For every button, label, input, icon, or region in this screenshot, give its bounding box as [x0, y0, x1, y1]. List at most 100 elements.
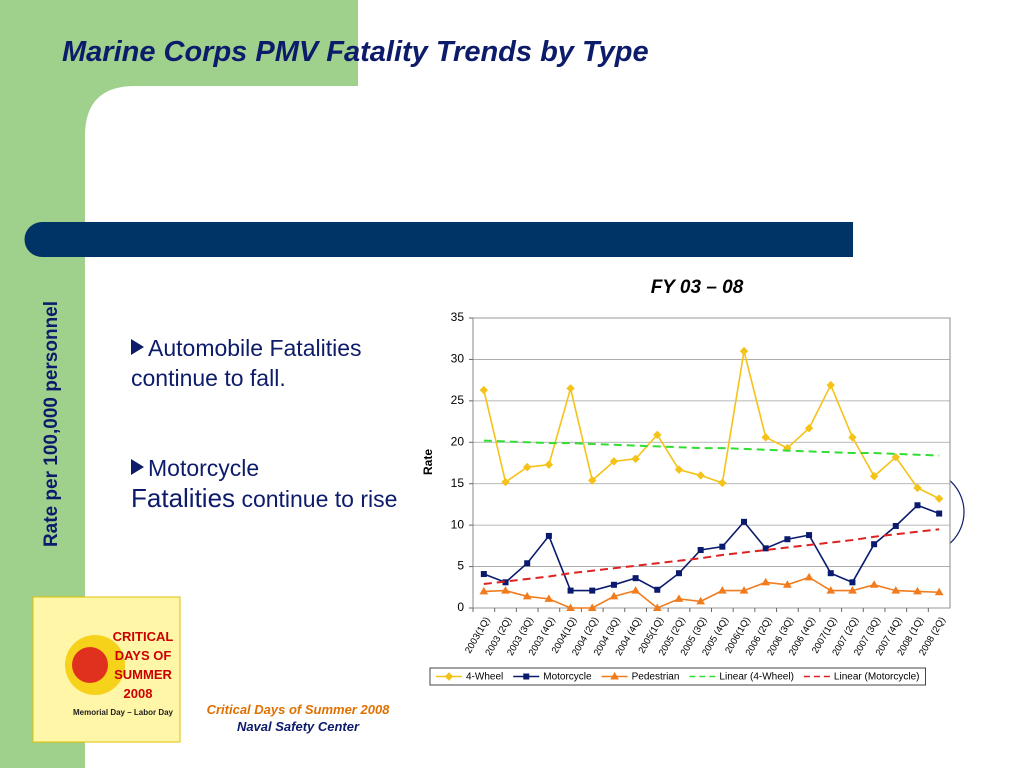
point [848, 433, 857, 442]
legend-marker [444, 672, 454, 681]
point [934, 587, 944, 596]
point [566, 603, 575, 611]
point [741, 518, 748, 525]
point [654, 586, 661, 593]
point [914, 502, 921, 509]
point [826, 586, 836, 594]
point [849, 579, 856, 586]
bullet-arrow [131, 459, 144, 475]
point [913, 483, 922, 493]
point [544, 460, 554, 469]
point [718, 478, 727, 488]
legend-label: Motorcycle [543, 672, 592, 683]
logo-line: SUMMER [114, 667, 172, 682]
bullet-text: continue to rise [241, 486, 398, 512]
point [479, 586, 489, 595]
point [522, 462, 532, 472]
y-tick-label: 30 [451, 352, 465, 366]
logo-text: CRITICAL DAYS OF SUMMER 2008 Memorial Da… [73, 629, 174, 717]
point [479, 385, 489, 395]
logo [32, 596, 181, 743]
legend-box [429, 667, 926, 686]
point [784, 536, 791, 543]
point [719, 543, 726, 550]
point [631, 586, 640, 594]
corner [85, 0, 358, 768]
plot-area [472, 317, 951, 609]
bullet-text: Automobile Fatalities continue to fall. [131, 335, 362, 391]
series-line [483, 576, 940, 609]
y-tick-label: 20 [451, 434, 465, 448]
point [761, 577, 771, 586]
point [675, 570, 682, 577]
point [501, 586, 510, 594]
trend-line [483, 439, 940, 457]
point [589, 587, 596, 594]
point [934, 494, 944, 503]
logo-line: 2008 [124, 686, 153, 701]
point [480, 571, 487, 578]
point [522, 591, 532, 600]
point [827, 570, 834, 577]
point [697, 547, 704, 553]
point [717, 586, 727, 594]
point [936, 510, 943, 517]
legend: 4-Wheel Motorcycle Pedestrian Linear (4-Whe… [429, 667, 926, 686]
point [653, 430, 662, 440]
point [869, 580, 879, 588]
logo-wave [72, 647, 108, 683]
legend-marker [610, 672, 619, 680]
point [631, 454, 640, 464]
logo-line: Memorial Day – Labor Day [73, 708, 174, 717]
series-line [483, 350, 940, 500]
point [848, 586, 857, 594]
legend-label: Pedestrian [632, 672, 680, 683]
legend-label: 4-Wheel [466, 672, 503, 683]
point [696, 471, 705, 480]
slide-title: Marine Corps PMV Fatality Trends by Type [62, 36, 649, 68]
series-line [483, 504, 940, 592]
point [892, 522, 899, 529]
bullet: Automobile Fatalities continue to fall. [131, 333, 401, 393]
point [762, 545, 769, 552]
y-tick-label: 15 [451, 476, 465, 490]
point [501, 477, 510, 487]
point [783, 580, 792, 588]
point [674, 594, 684, 602]
point [804, 572, 814, 581]
point [588, 476, 597, 485]
point [696, 596, 706, 605]
point [869, 472, 879, 481]
point [761, 433, 770, 442]
footer: Critical Days of Summer 2008 [206, 702, 390, 717]
y-tick-label: 0 [457, 600, 464, 614]
point [804, 423, 814, 433]
bullet-text: Fatalities [131, 483, 236, 513]
y-tick-label: 35 [451, 310, 465, 324]
point [891, 452, 901, 462]
y-tick-label: 5 [457, 559, 464, 573]
point [587, 603, 597, 611]
bullet-text: Motorcycle [148, 455, 260, 481]
legend-marker [523, 673, 530, 680]
legend-label: Linear (Motorcycle) [834, 672, 920, 683]
point [567, 587, 574, 594]
legend-label: Linear (4-Wheel) [719, 672, 793, 683]
point [610, 581, 617, 588]
point [826, 380, 835, 390]
chart-title: FY 03 – 08 [651, 277, 744, 298]
point [891, 586, 901, 594]
point [806, 532, 813, 539]
point [545, 532, 552, 539]
point [566, 384, 575, 393]
footer: Naval Safety Center [236, 719, 360, 734]
point [609, 457, 619, 466]
logo-line: CRITICAL [113, 629, 174, 644]
point [871, 541, 878, 548]
logo-line: DAYS OF [115, 648, 172, 663]
point [524, 560, 531, 567]
y-axis-label: Rate [421, 449, 435, 475]
